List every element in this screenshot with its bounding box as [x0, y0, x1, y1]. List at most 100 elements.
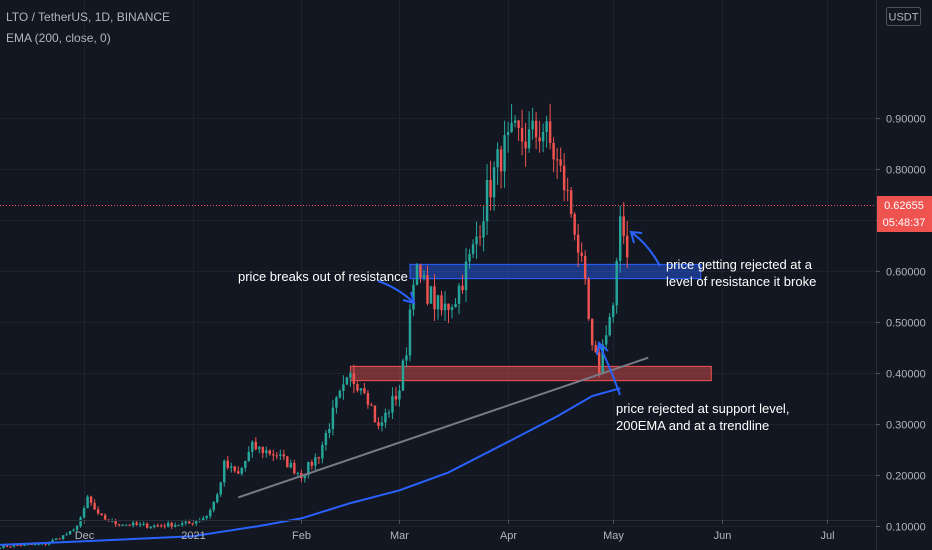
candle-body [145, 523, 149, 528]
candle-body [506, 132, 510, 136]
candle-body [342, 384, 345, 391]
candle-body [82, 508, 86, 518]
x-tick-label: Feb [292, 530, 311, 542]
candle-body [370, 404, 373, 406]
candle-body [177, 524, 180, 526]
candle-body [223, 460, 226, 483]
candle-body [412, 284, 415, 310]
annotation-line: price getting rejected at a [666, 257, 813, 272]
candle-body [240, 467, 244, 474]
ema-200-line [0, 387, 621, 546]
x-tick-label: May [603, 530, 624, 542]
candle-body [54, 538, 58, 540]
candle-body [128, 524, 131, 526]
candle-body [324, 433, 328, 445]
candle-body [205, 516, 208, 519]
candle-body [471, 244, 475, 255]
candle-body [461, 285, 464, 291]
candle-body [103, 515, 107, 520]
candle-body [429, 286, 433, 304]
candle-body [65, 534, 68, 536]
candle-body [135, 522, 138, 525]
candle-body [51, 539, 54, 543]
candle-body [527, 129, 531, 149]
candle-body [19, 545, 23, 547]
candle-body [61, 535, 65, 540]
symbol-title: LTO / TetherUS, 1D, BINANCE [6, 10, 170, 24]
ema-layer [0, 387, 621, 546]
candle-body [296, 472, 300, 474]
candle-body [419, 264, 422, 278]
arrow-resistance-head [629, 230, 643, 244]
candle-body [23, 544, 26, 546]
candle-body [149, 527, 152, 529]
candle-body [331, 407, 335, 429]
candle-body [289, 463, 293, 468]
candle-body [492, 167, 496, 198]
candle-body [37, 543, 40, 545]
currency-badge-label: USDT [889, 12, 919, 24]
candle-body [377, 422, 380, 426]
ema-legend: EMA (200, close, 0) [6, 31, 111, 45]
candle-body [587, 278, 590, 319]
candle-body [440, 295, 443, 311]
candle-body [510, 122, 513, 133]
candle-body [237, 471, 240, 474]
candle-body [328, 428, 331, 434]
candle-body [447, 303, 450, 310]
candle-body [618, 216, 622, 261]
candle-body [212, 501, 215, 511]
trend-layer [237, 356, 649, 499]
candle-body [335, 397, 338, 408]
candle-body [590, 318, 594, 346]
candle-body [489, 180, 492, 198]
candle-body [219, 482, 222, 495]
candle-body [454, 303, 457, 308]
candle-body [286, 456, 289, 468]
candle-body [131, 522, 135, 526]
currency-badge[interactable]: USDT [886, 7, 921, 26]
annotation-line: level of resistance it broke [666, 274, 816, 289]
candle-body [261, 446, 265, 454]
candle-body [2, 545, 5, 548]
candle-body [338, 390, 342, 398]
candle-body [142, 523, 145, 525]
annotation-line: price rejected at support level, [616, 401, 789, 416]
candle-body [366, 393, 370, 405]
y-tick-label: 0.90000 [886, 114, 926, 126]
candle-body [202, 518, 205, 520]
candle-body [380, 422, 384, 426]
candle-body [485, 180, 489, 222]
candle-body [415, 264, 419, 285]
candle-body [398, 390, 401, 400]
annotation-rejected-support: price rejected at support level, 200EMA a… [616, 401, 789, 433]
candle-body [9, 546, 12, 548]
candle-body [517, 120, 520, 128]
y-tick-label: 0.80000 [886, 165, 926, 177]
candle-body [93, 502, 96, 510]
annotation-line: 200EMA and at a trendline [616, 418, 769, 433]
candle-body [124, 524, 128, 526]
candle-body [314, 457, 317, 466]
candle-body [608, 316, 611, 336]
candle-body [166, 522, 170, 527]
candle-body [566, 190, 569, 192]
candle-body [303, 474, 307, 479]
currency-badge-box [886, 7, 921, 26]
candle-body [503, 135, 506, 172]
arrow-resistance [631, 232, 661, 267]
candle-body [601, 344, 604, 374]
candle-body [191, 523, 194, 525]
candle-body [541, 132, 545, 142]
trendline [237, 356, 649, 499]
price-tag-box [877, 196, 932, 232]
x-axis[interactable]: Dec 2021 Feb Mar Apr May Jun Jul [0, 520, 876, 542]
candle-body [499, 149, 503, 172]
candle-body [72, 529, 75, 532]
candle-body [117, 524, 121, 526]
zones [349, 263, 712, 382]
candle-body [422, 275, 426, 278]
candle-body [307, 461, 310, 475]
